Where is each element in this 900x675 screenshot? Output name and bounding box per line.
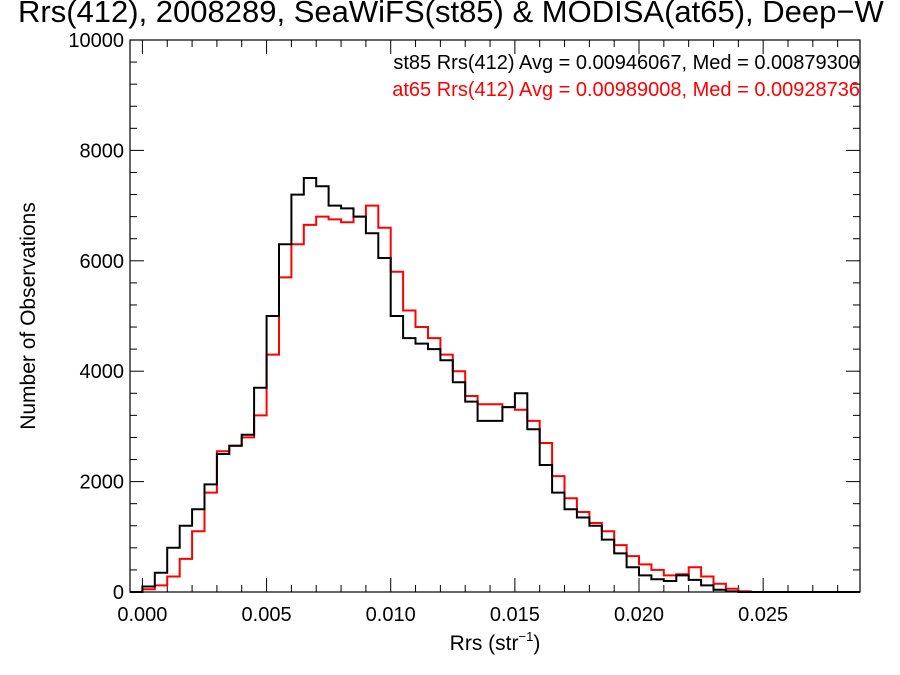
x-tick-label: 0.015 xyxy=(490,604,540,626)
x-tick-label: 0.020 xyxy=(614,604,664,626)
plot-frame xyxy=(129,39,861,593)
x-tick-label: 0.005 xyxy=(242,604,292,626)
x-axis-label-close: ) xyxy=(533,632,540,655)
y-tick-label: 2000 xyxy=(80,472,125,494)
y-tick-label: 4000 xyxy=(80,361,125,383)
x-tick-label: 0.010 xyxy=(366,604,416,626)
chart-title: Rrs(412), 2008289, SeaWiFS(st85) & MODIS… xyxy=(18,0,884,29)
x-axis-label-superscript: −1 xyxy=(519,629,534,644)
legend-entry-st85: st85 Rrs(412) Avg = 0.00946067, Med = 0.… xyxy=(393,52,860,74)
x-axis-label-text: Rrs (str xyxy=(450,632,519,655)
x-tick-label: 0.000 xyxy=(117,604,167,626)
y-tick-label: 0 xyxy=(113,582,124,604)
legend: st85 Rrs(412) Avg = 0.00946067, Med = 0.… xyxy=(392,52,860,101)
x-tick-label: 0.025 xyxy=(738,604,788,626)
series-line-at65 xyxy=(130,204,860,593)
y-axis-label: Number of Observations xyxy=(17,202,40,430)
series-group xyxy=(130,177,860,593)
y-tick-label: 8000 xyxy=(80,140,125,162)
y-tick-label: 10000 xyxy=(68,30,124,52)
axis-tick-labels: 0 2000 4000 6000 8000 10000 0.000 0.005 0.010 0.0… xyxy=(68,30,788,626)
legend-entry-at65: at65 Rrs(412) Avg = 0.00989008, Med = 0.… xyxy=(392,79,860,101)
y-tick-label: 6000 xyxy=(80,251,125,273)
series-line-st85 xyxy=(130,177,860,593)
x-axis-label: Rrs (str−1) xyxy=(450,629,541,655)
axis-ticks xyxy=(130,39,860,593)
